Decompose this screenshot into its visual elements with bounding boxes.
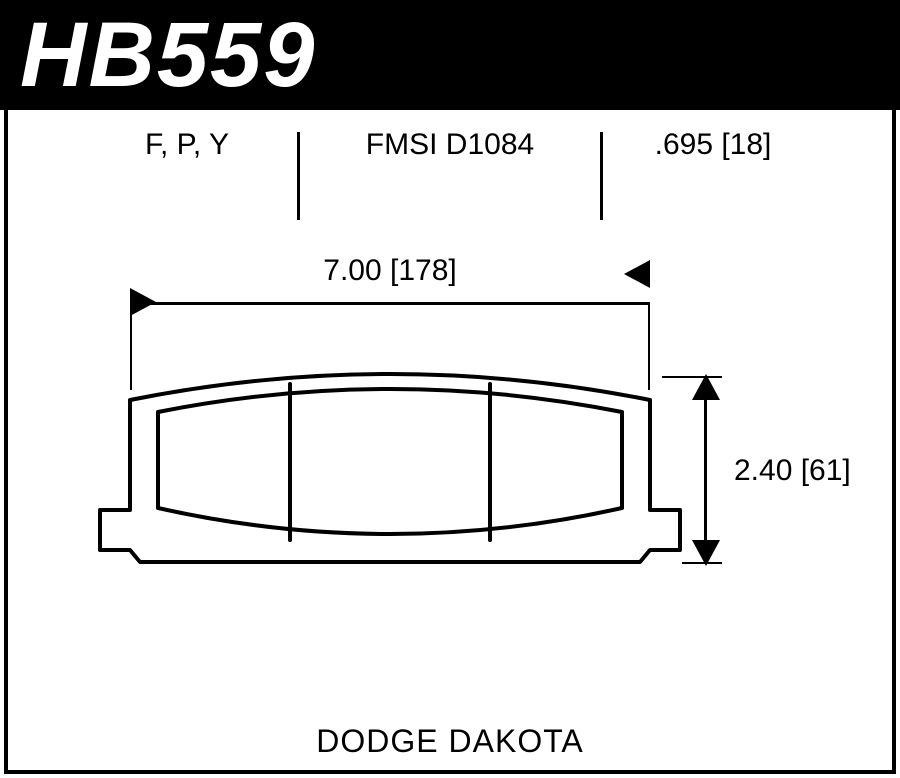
part-number: HB559 <box>20 3 316 108</box>
spec-row: F, P, Y FMSI D1084 .695 [18] <box>0 128 900 184</box>
height-label: 2.40 [61] <box>734 454 851 488</box>
diagram-area: 7.00 [178] 2.40 [61] <box>60 260 840 680</box>
width-dim-line <box>130 302 650 305</box>
spec-compounds: F, P, Y <box>77 128 297 162</box>
arrow-down-icon <box>692 540 720 566</box>
spec-fmsi: FMSI D1084 <box>300 128 600 162</box>
spec-sheet: HB559 F, P, Y FMSI D1084 .695 [18] 7.00 … <box>0 0 900 778</box>
brake-pad-drawing <box>80 370 720 590</box>
spec-thickness: .695 [18] <box>603 128 823 162</box>
arrow-up-icon <box>692 374 720 400</box>
vehicle-label: DODGE DAKOTA <box>0 723 900 760</box>
header-bar: HB559 <box>0 0 900 110</box>
width-dimension: 7.00 [178] <box>130 260 650 320</box>
height-dimension: 2.40 [61] <box>684 354 854 584</box>
height-dim-line <box>704 376 707 564</box>
width-label: 7.00 [178] <box>130 254 650 288</box>
